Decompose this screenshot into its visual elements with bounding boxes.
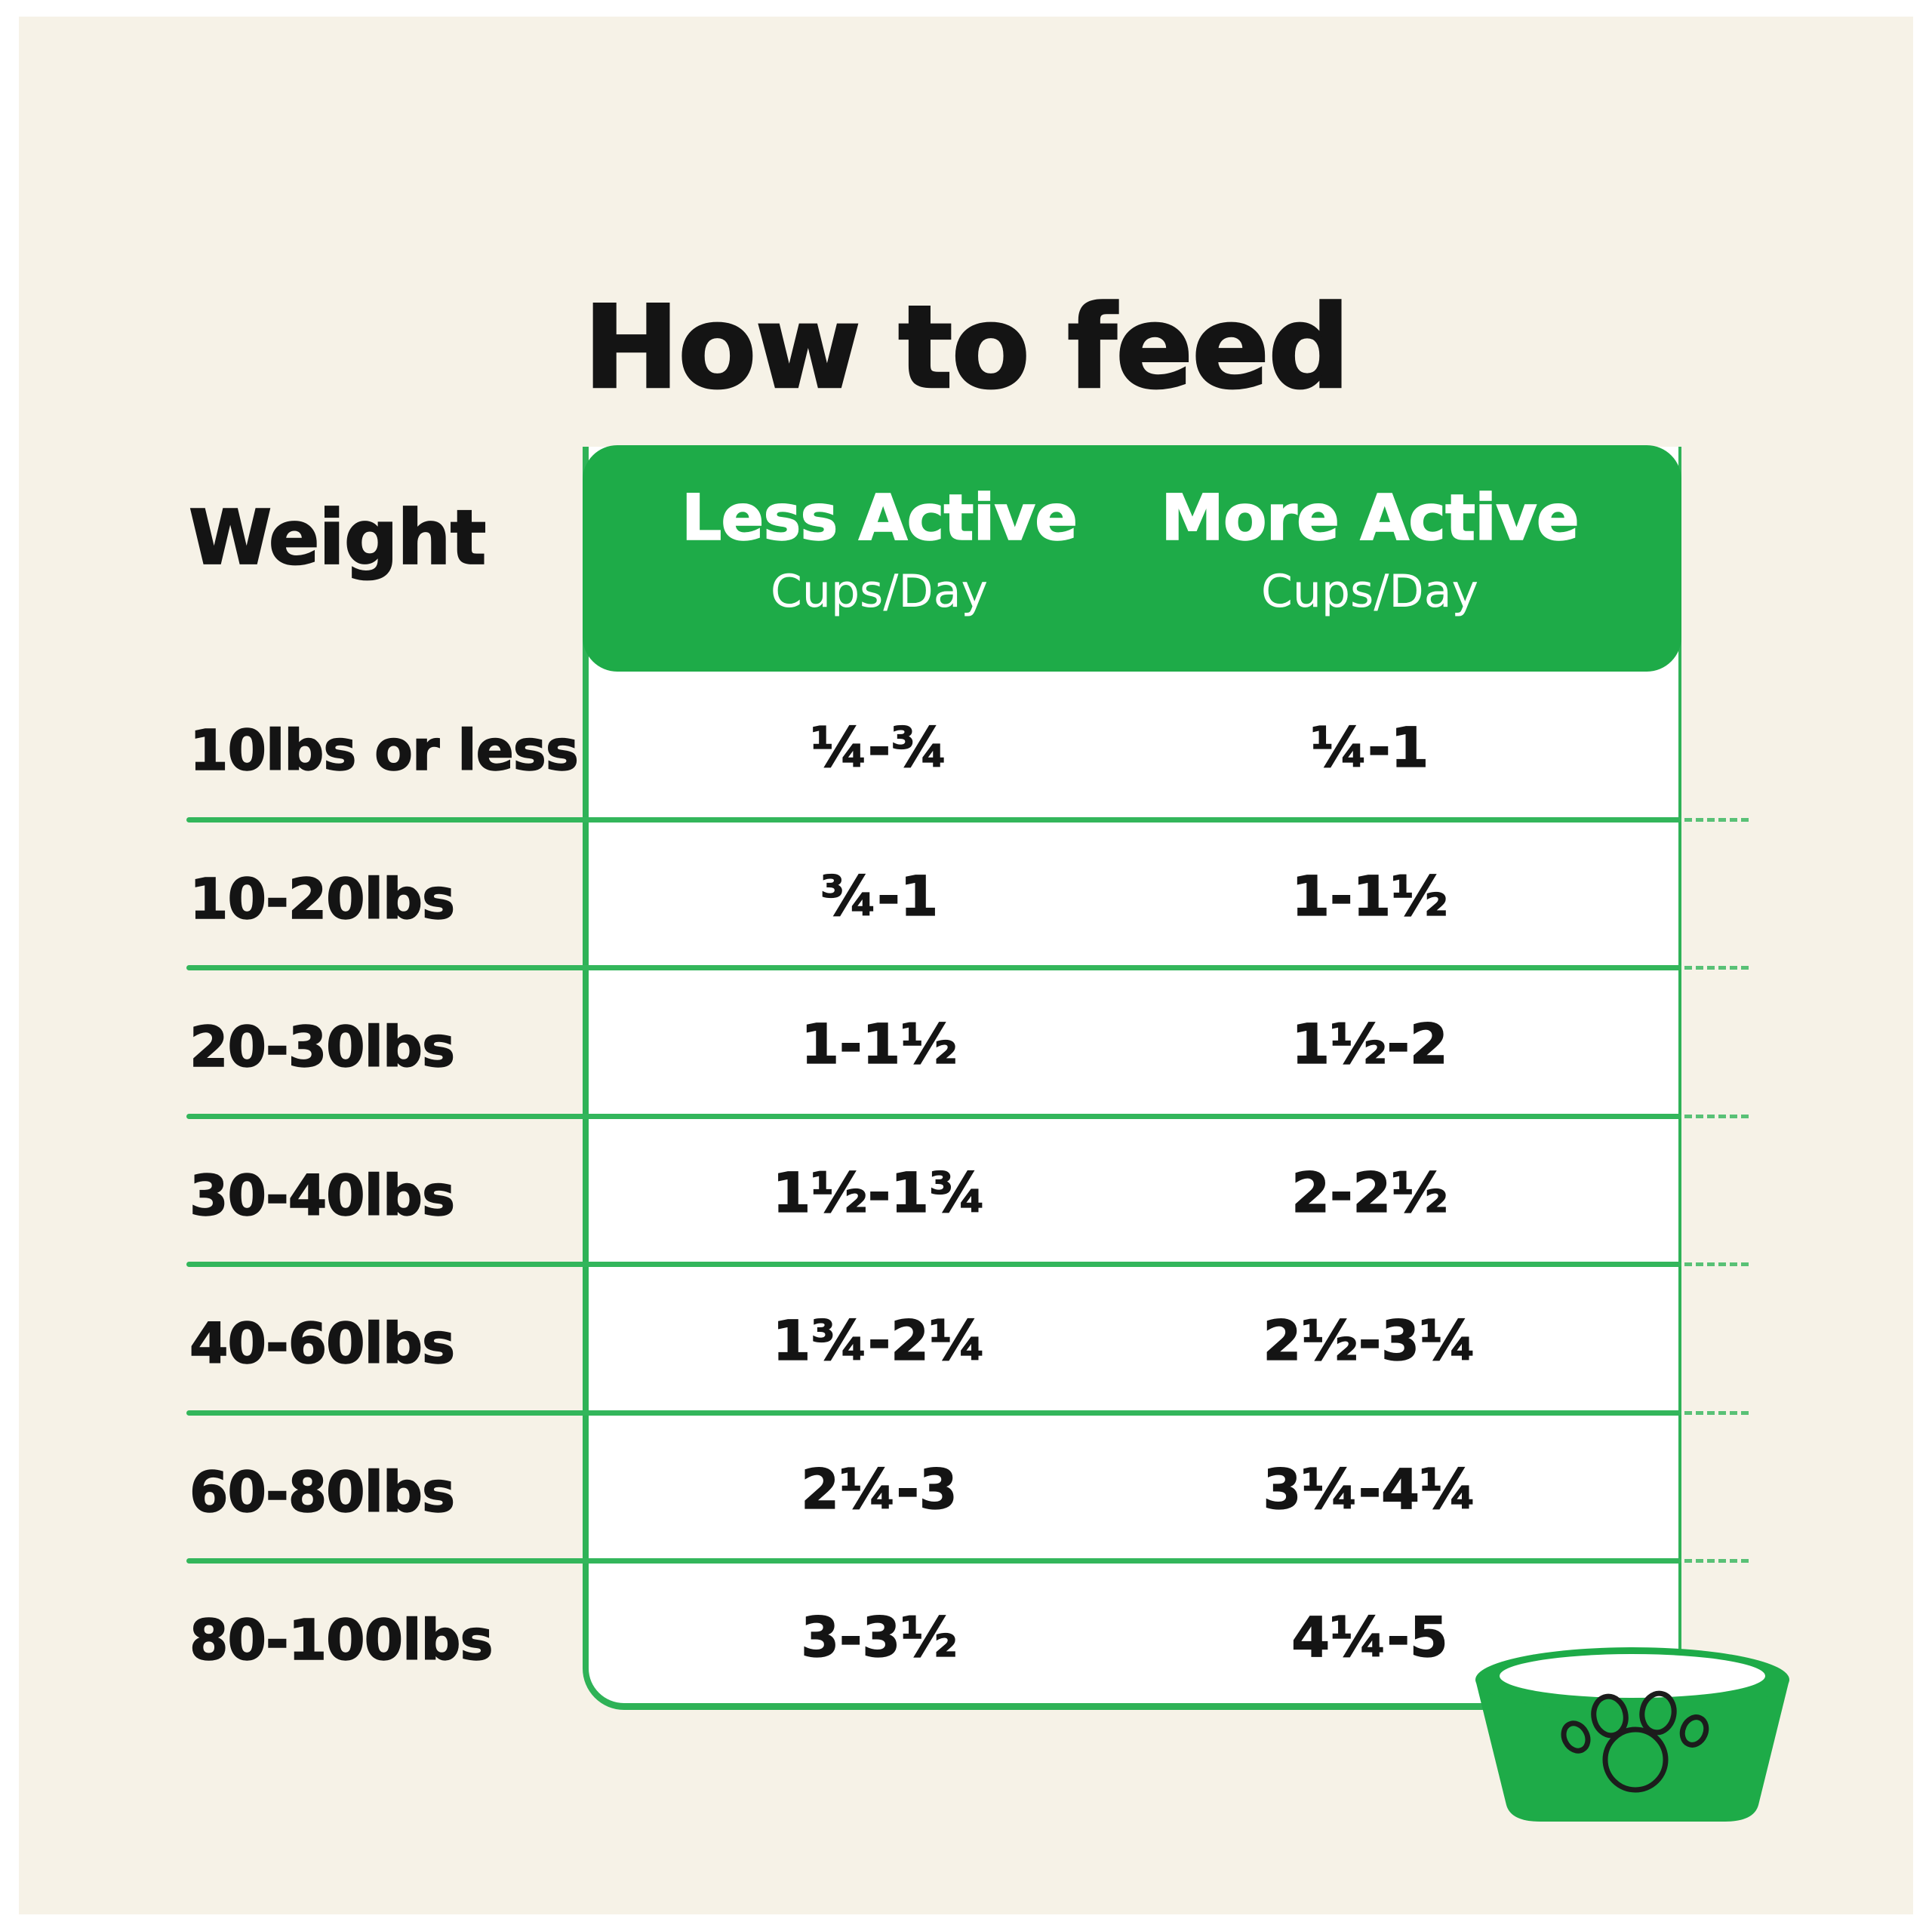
row-separator-dash-tail (1684, 966, 1749, 970)
table-row: 60-80lbs 2¼-3 3¼-4¼ (186, 1413, 1749, 1564)
row-separator-dash-tail (1684, 1559, 1749, 1563)
less-active-value: 1½-1¾ (772, 1161, 986, 1225)
more-active-value: 1-1½ (1291, 864, 1449, 929)
table-row: 20-30lbs 1-1½ 1½-2 (186, 968, 1749, 1119)
more-active-value: 4¼-5 (1291, 1605, 1449, 1671)
row-separator-line (186, 1113, 1681, 1119)
less-active-value: ¼-¾ (811, 716, 949, 781)
weight-range-label: 30-40lbs (189, 1163, 455, 1228)
less-active-value: ¾-1 (820, 864, 939, 929)
less-active-label: Less Active (681, 480, 1078, 555)
weight-range-label: 20-30lbs (189, 1014, 455, 1081)
less-active-value: 3-3½ (801, 1605, 958, 1671)
more-active-value: ¼-1 (1310, 716, 1429, 781)
paw-print-icon (1561, 1690, 1709, 1793)
more-active-value: 1½-2 (1291, 1013, 1449, 1078)
row-separator-line (186, 965, 1681, 970)
row-separator-line (186, 1262, 1681, 1267)
less-active-sublabel: Cups/Day (771, 564, 988, 618)
more-active-label: More Active (1161, 480, 1580, 555)
less-active-value: 1-1½ (801, 1013, 958, 1078)
more-active-value: 3¼-4¼ (1263, 1457, 1477, 1522)
weight-range-label: 10-20lbs (189, 866, 455, 932)
column-header-less-active: Less Active Cups/Day (681, 480, 1078, 618)
weight-column-header: Weight (188, 494, 487, 583)
more-active-value: 2½-3¼ (1263, 1309, 1477, 1374)
table-row: 10-20lbs ¾-1 1-1½ (186, 820, 1749, 970)
row-separator-line (186, 1558, 1681, 1564)
more-active-sublabel: Cups/Day (1261, 564, 1478, 618)
table-row: 30-40lbs 1½-1¾ 2-2½ (186, 1117, 1749, 1267)
row-separator-dash-tail (1684, 1262, 1749, 1266)
table-row: 80-100lbs 3-3½ 4¼-5 (186, 1561, 1681, 1710)
page-title: How to feed (583, 280, 1352, 414)
row-separator-dash-tail (1684, 1410, 1749, 1415)
row-separator-line (186, 816, 1681, 823)
table-header: Less Active Cups/Day More Active Cups/Da… (583, 445, 1681, 672)
dog-bowl-icon (1475, 1647, 1789, 1822)
less-active-value: 2¼-3 (801, 1457, 958, 1522)
weight-range-label: 80-100lbs (189, 1607, 494, 1674)
row-separator-dash-tail (1684, 1114, 1749, 1118)
less-active-value: 1¾-2¼ (772, 1309, 986, 1374)
weight-range-label: 60-80lbs (189, 1459, 455, 1525)
more-active-value: 2-2½ (1291, 1161, 1449, 1225)
row-separator-dash-tail (1684, 817, 1749, 822)
weight-range-label: 10lbs or less (189, 718, 579, 784)
table-row: 10lbs or less ¼-¾ ¼-1 (186, 672, 1749, 823)
weight-range-label: 40-60lbs (189, 1311, 455, 1377)
background-panel: How to feed Weight Less Active Cups/Day … (19, 17, 1913, 1914)
table-rows: 10lbs or less ¼-¾ ¼-1 10-20lbs ¾-1 1-1½ … (186, 672, 1749, 1710)
column-header-more-active: More Active Cups/Day (1161, 480, 1580, 618)
table-row: 40-60lbs 1¾-2¼ 2½-3¼ (186, 1265, 1749, 1416)
row-separator-line (186, 1410, 1681, 1416)
